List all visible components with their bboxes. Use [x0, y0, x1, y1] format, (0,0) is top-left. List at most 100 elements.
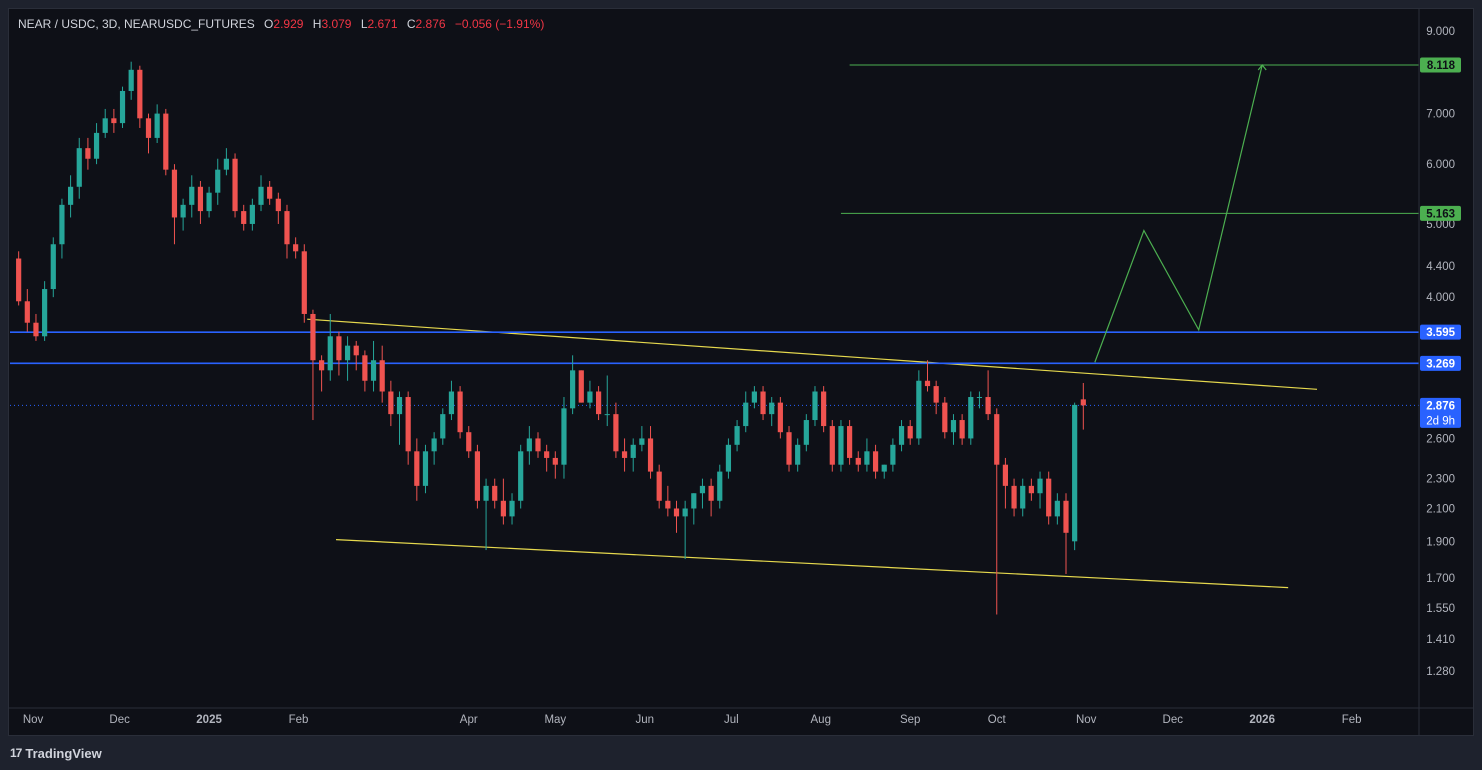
chart-panel[interactable] — [8, 8, 1474, 736]
candle-body — [968, 397, 974, 439]
time-tick-label: 2026 — [1249, 714, 1275, 726]
candle-body — [474, 451, 481, 501]
level-price-label-bg — [1420, 355, 1461, 371]
close-label: C — [406, 17, 416, 31]
price-tick-label: 1.900 — [1426, 536, 1455, 548]
candle-body — [552, 457, 558, 465]
candle-body — [180, 204, 186, 218]
candle-body — [414, 451, 420, 486]
candle-body — [907, 426, 913, 439]
candle-body — [319, 360, 325, 371]
candle-body — [67, 186, 74, 205]
candle-body — [699, 485, 706, 494]
candle-body — [717, 471, 723, 501]
candle-body — [994, 414, 1000, 465]
candle-body — [855, 457, 861, 465]
candle-body — [803, 420, 809, 445]
candle-body — [587, 391, 593, 403]
candle-body — [647, 438, 654, 472]
candle-body — [950, 420, 957, 433]
candle-body — [1020, 485, 1026, 509]
candle-body — [725, 444, 732, 472]
candle-body — [838, 426, 844, 465]
candle-body — [682, 508, 688, 517]
candle-body — [708, 485, 714, 501]
time-tick-label: Nov — [23, 714, 44, 726]
price-tick-label: 1.410 — [1426, 634, 1455, 646]
candle-body — [1002, 464, 1009, 486]
price-tick-label: 1.700 — [1426, 573, 1455, 585]
candle-body — [154, 113, 160, 138]
price-tick-label: 7.000 — [1426, 109, 1455, 121]
candle-body — [466, 432, 472, 452]
candle-body — [1063, 500, 1069, 533]
price-labels: 8.118 5.163 3.595 3.269 2.876 2d 9h — [1420, 57, 1461, 428]
time-tick-label: Jun — [635, 714, 654, 726]
candle-body — [379, 360, 385, 392]
price-tick-label: 1.280 — [1426, 666, 1455, 678]
candle-body — [734, 426, 740, 445]
candle-body — [924, 380, 931, 387]
time-tick-label: Feb — [1342, 714, 1362, 726]
candle-body — [621, 451, 628, 458]
candle-body — [431, 438, 437, 452]
candle-body — [665, 500, 671, 509]
target-price-label: 8.118 — [1427, 60, 1456, 72]
candle-body — [76, 148, 82, 187]
price-tick-label: 2.100 — [1426, 503, 1455, 515]
candle-body — [223, 158, 229, 170]
candle-body — [241, 211, 247, 224]
candle-body — [976, 397, 983, 399]
candle-body — [985, 397, 991, 415]
open-value: 2.929 — [273, 17, 304, 31]
candle-body — [405, 397, 411, 452]
candle-body — [535, 438, 541, 452]
projection-line — [1094, 64, 1263, 363]
target-price-label-bg — [1420, 205, 1461, 221]
time-tick-label: Jul — [724, 714, 739, 726]
candle-body — [33, 322, 39, 337]
candle-body — [595, 391, 602, 415]
time-tick-label: Oct — [988, 714, 1007, 726]
candle-body — [500, 500, 506, 517]
time-tick-label: Dec — [109, 714, 130, 726]
candle-body — [232, 158, 238, 212]
candle-body — [942, 402, 948, 433]
candle-body — [1011, 485, 1017, 509]
candles — [16, 61, 1086, 615]
candle-body — [604, 414, 610, 416]
price-tick-label: 9.000 — [1426, 26, 1455, 38]
tradingview-footer[interactable]: 17 TradingView — [10, 744, 102, 762]
time-tick-label: Nov — [1076, 714, 1097, 726]
price-tick-label: 2.600 — [1426, 433, 1455, 445]
candle-body — [898, 426, 905, 445]
candle-body — [440, 414, 446, 439]
candle-body — [959, 420, 965, 439]
projection-path — [1094, 64, 1267, 363]
candle-body — [267, 186, 273, 199]
candle-body — [691, 493, 697, 509]
candle-body — [24, 301, 30, 323]
last-price-label: 2.876 — [1426, 400, 1455, 412]
time-tick-label: Aug — [811, 714, 831, 726]
candle-body — [422, 451, 429, 486]
candle-body — [492, 485, 498, 501]
candle-body — [93, 132, 100, 159]
candle-body — [881, 464, 887, 472]
candle-body — [760, 391, 766, 415]
candle-body — [777, 402, 783, 433]
candle-body — [85, 148, 91, 159]
candle-body — [275, 198, 281, 212]
candle-body — [673, 508, 680, 517]
time-tick-label: Sep — [900, 714, 920, 726]
time-tick-label: May — [544, 714, 566, 726]
price-tick-label: 4.400 — [1426, 261, 1455, 273]
candle-body — [327, 336, 333, 371]
trendline — [307, 318, 1318, 390]
level-price-label: 3.269 — [1426, 358, 1455, 370]
candle-body — [293, 244, 299, 252]
target-price-label: 5.163 — [1426, 208, 1455, 220]
candle-body — [821, 391, 827, 427]
candle-body — [561, 408, 567, 465]
